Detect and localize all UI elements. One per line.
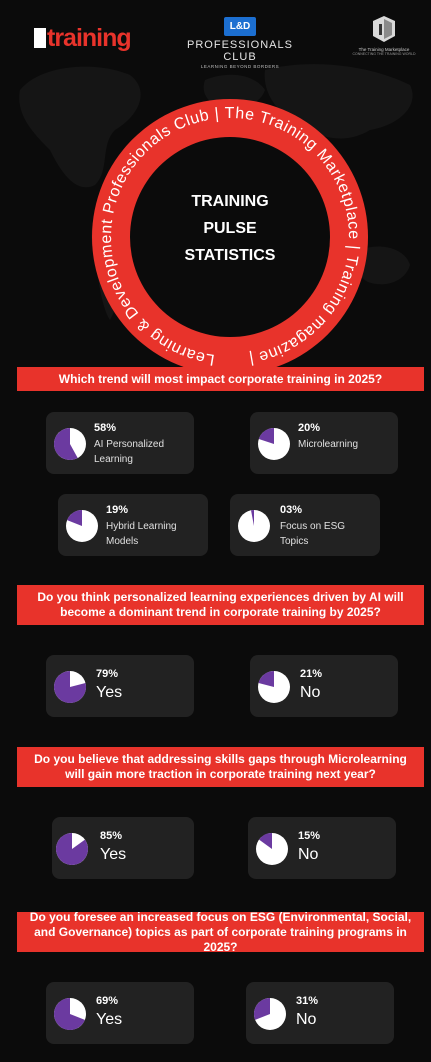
option-percent: 79% — [96, 668, 119, 680]
training-marketplace-logo: The Training Marketplace CONNECTING THE … — [345, 16, 423, 56]
option-label: Focus on ESG Topics — [280, 521, 346, 547]
option-percent: 19% — [106, 504, 129, 516]
question-4-title: Do you foresee an increased focus on ESG… — [17, 910, 424, 954]
option-label: No — [300, 684, 321, 701]
training-logo-text: training — [47, 24, 132, 52]
option-percent: 15% — [298, 830, 321, 842]
header: training L&D PROFESSIONALS CLUB LEARNING… — [0, 12, 431, 72]
q3-option-card: 85% Yes — [52, 817, 194, 879]
pie-share-slice — [54, 428, 78, 460]
option-label: Hybrid Learning Models — [106, 521, 177, 547]
pie-chart-icon — [258, 671, 290, 703]
lnd-subtitle: LEARNING BEYOND BORDERS — [200, 64, 280, 69]
question-2-title: Do you think personalized learning exper… — [17, 585, 424, 625]
pulse-ring: Learning & Development Professionals Clu… — [92, 99, 368, 375]
pie-chart-icon — [66, 510, 98, 542]
pie-share-slice — [54, 671, 86, 703]
option-label: Yes — [96, 684, 123, 701]
center-line-1: TRAINING — [191, 193, 268, 210]
pie-chart-icon — [54, 428, 86, 460]
option-percent: 58% — [94, 422, 117, 434]
training-logo-mark-icon — [34, 28, 46, 48]
pie-chart-icon — [53, 998, 86, 1030]
q1-option-card: 20% Microlearning — [250, 412, 398, 474]
option-label: Yes — [96, 1011, 123, 1028]
q3-option-card: 15% No — [248, 817, 396, 879]
pie-chart-icon — [256, 833, 288, 865]
center-line-2: PULSE — [203, 220, 257, 237]
q1-option-card: 58% AI Personalized Learning — [46, 412, 194, 474]
option-percent: 20% — [298, 422, 321, 434]
training-logo: training — [34, 24, 132, 53]
pie-share-slice — [56, 833, 88, 865]
lnd-title: PROFESSIONALS CLUB — [187, 39, 293, 63]
pie-share-slice — [53, 998, 85, 1030]
pie-share-slice — [259, 833, 272, 849]
pie-chart-icon — [56, 833, 88, 865]
option-percent: 69% — [96, 995, 119, 1007]
option-percent: 21% — [300, 668, 323, 680]
question-3-title: Do you believe that addressing skills ga… — [17, 747, 424, 787]
pie-share-slice — [254, 998, 270, 1020]
option-label: No — [296, 1011, 317, 1028]
pie-share-slice — [258, 428, 274, 444]
option-label: Microlearning — [298, 439, 359, 450]
center-line-3: STATISTICS — [185, 247, 276, 264]
ring-inner — [130, 137, 330, 337]
marketplace-name: The Training Marketplace — [358, 47, 410, 52]
q4-option-card: 69% Yes — [46, 982, 194, 1044]
q1-option-card: 19% Hybrid Learning Models — [58, 494, 208, 556]
pie-share-slice — [67, 510, 82, 526]
option-percent: 31% — [296, 995, 319, 1007]
lnd-professionals-club-logo: L&D PROFESSIONALS CLUB LEARNING BEYOND B… — [175, 16, 305, 69]
pie-share-slice — [258, 671, 274, 687]
pie-chart-icon — [258, 428, 290, 460]
option-label: Yes — [100, 846, 127, 863]
option-percent: 03% — [280, 504, 303, 516]
option-percent: 85% — [100, 830, 123, 842]
option-label: AI Personalized Learning — [94, 439, 165, 465]
option-label: No — [298, 846, 319, 863]
pie-chart-icon — [54, 671, 86, 703]
pie-chart-icon — [238, 510, 270, 542]
marketplace-emblem-icon — [373, 16, 395, 42]
lnd-badge: L&D — [223, 17, 257, 36]
q4-option-card: 31% No — [246, 982, 394, 1044]
q2-option-card: 21% No — [250, 655, 398, 717]
pie-chart-icon — [254, 998, 286, 1030]
marketplace-subtitle: CONNECTING THE TRAINING WORLD — [352, 52, 416, 57]
pie-share-slice — [251, 510, 254, 526]
q2-option-card: 79% Yes — [46, 655, 194, 717]
question-1-title: Which trend will most impact corporate t… — [17, 367, 424, 391]
q1-option-card: 03% Focus on ESG Topics — [230, 494, 380, 556]
